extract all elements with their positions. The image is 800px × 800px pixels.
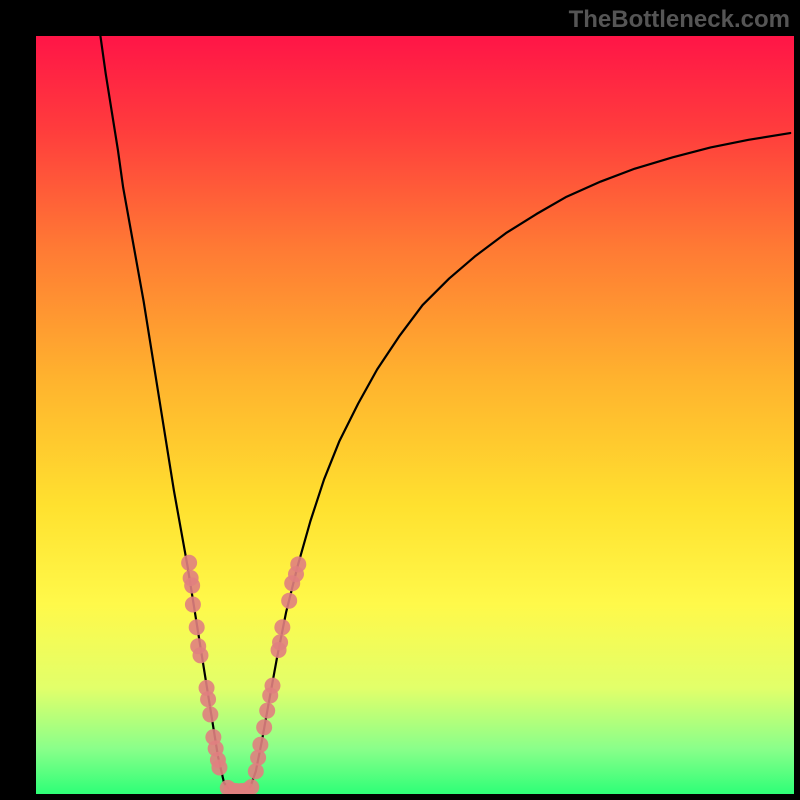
marker-dot bbox=[259, 703, 275, 719]
marker-dot bbox=[274, 619, 290, 635]
marker-dot bbox=[189, 619, 205, 635]
bottleneck-curve-chart bbox=[36, 36, 794, 794]
marker-dot bbox=[290, 556, 306, 572]
marker-dot bbox=[184, 578, 200, 594]
marker-dot bbox=[192, 647, 208, 663]
marker-dot bbox=[252, 737, 268, 753]
chart-area bbox=[36, 36, 794, 794]
marker-dot bbox=[200, 691, 216, 707]
marker-dot bbox=[264, 678, 280, 694]
marker-dot bbox=[185, 597, 201, 613]
marker-dot bbox=[281, 593, 297, 609]
marker-dot bbox=[256, 719, 272, 735]
marker-dot bbox=[211, 759, 227, 775]
marker-dot bbox=[181, 555, 197, 571]
gradient-background bbox=[36, 36, 794, 794]
marker-dot bbox=[248, 763, 264, 779]
watermark-text: TheBottleneck.com bbox=[569, 6, 790, 34]
marker-dot bbox=[202, 706, 218, 722]
marker-dot bbox=[272, 634, 288, 650]
